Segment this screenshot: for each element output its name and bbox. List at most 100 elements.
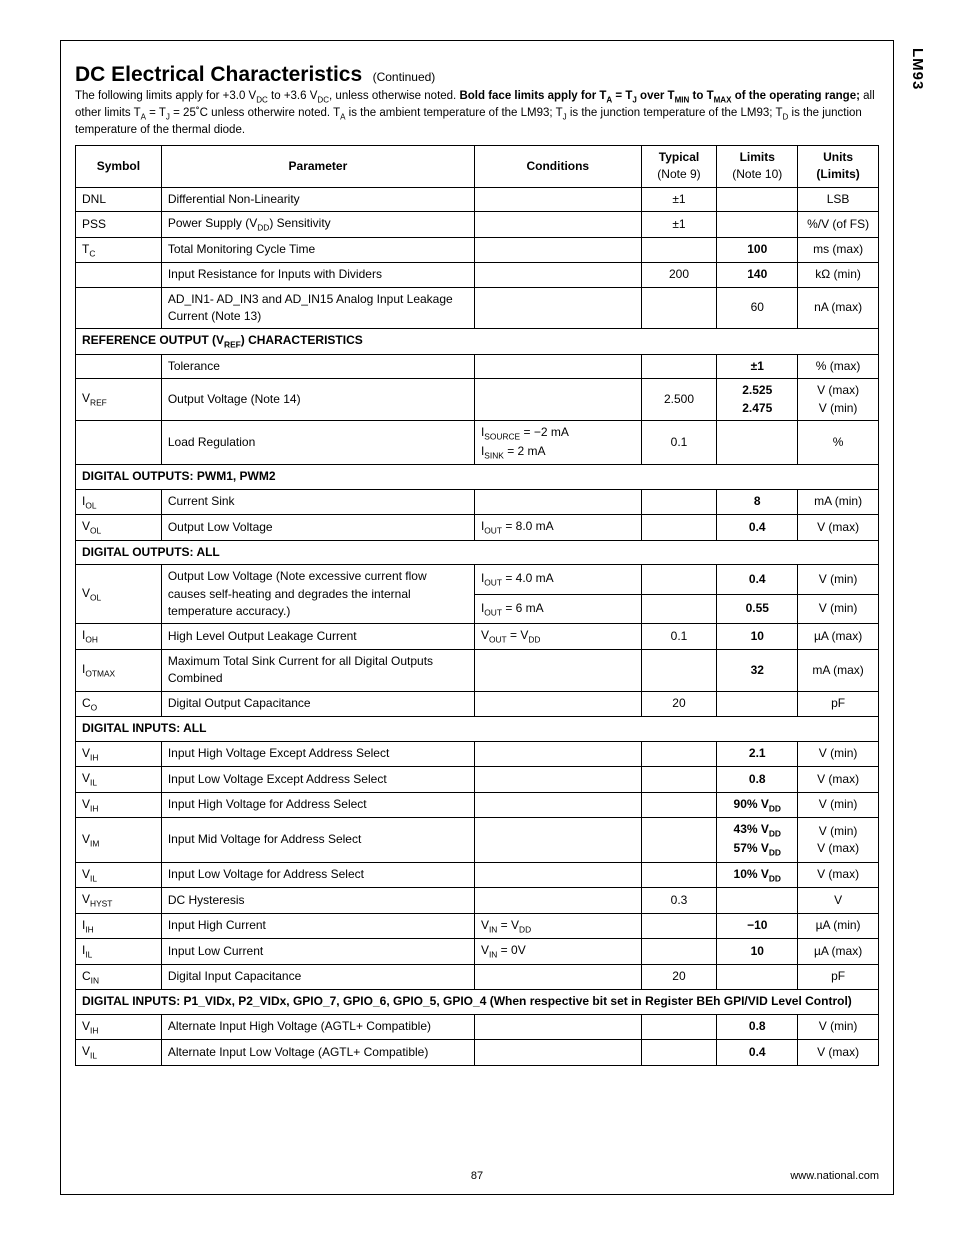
cell-typical: 0.3	[641, 888, 717, 914]
side-label: LM93	[909, 48, 926, 90]
cell-typical: 2.500	[641, 379, 717, 421]
cell-conditions: IOUT = 6 mA	[474, 594, 641, 624]
cell-symbol: VIM	[76, 818, 162, 862]
cell-parameter: Digital Input Capacitance	[161, 964, 474, 990]
table-row: REFERENCE OUTPUT (VREF) CHARACTERISTICS	[76, 329, 879, 355]
cell-typical	[641, 913, 717, 939]
cell-typical: ±1	[641, 212, 717, 238]
cell-conditions	[474, 792, 641, 818]
cell-units: % (max)	[798, 354, 879, 378]
cell-symbol: TC	[76, 237, 162, 263]
cell-parameter: Input Mid Voltage for Address Select	[161, 818, 474, 862]
cell-symbol: IIL	[76, 939, 162, 965]
table-row: IILInput Low CurrentVIN = 0V10µA (max)	[76, 939, 879, 965]
table-row: IOHHigh Level Output Leakage CurrentVOUT…	[76, 624, 879, 650]
cell-conditions	[474, 649, 641, 691]
header-parameter: Parameter	[161, 145, 474, 187]
cell-parameter: Input Low Voltage Except Address Select	[161, 767, 474, 793]
header-units: Units (Limits)	[798, 145, 879, 187]
cell-conditions	[474, 888, 641, 914]
cell-conditions	[474, 862, 641, 888]
cell-units: LSB	[798, 187, 879, 211]
cell-symbol: IOTMAX	[76, 649, 162, 691]
table-row: AD_IN1- AD_IN3 and AD_IN15 Analog Input …	[76, 287, 879, 329]
cell-units: kΩ (min)	[798, 263, 879, 287]
cell-symbol: VOL	[76, 565, 162, 624]
cell-conditions	[474, 354, 641, 378]
cell-units: V (min)	[798, 594, 879, 624]
cell-parameter: Alternate Input Low Voltage (AGTL+ Compa…	[161, 1040, 474, 1066]
cell-typical	[641, 792, 717, 818]
cell-units: V (min)	[798, 741, 879, 767]
table-row: Load RegulationISOURCE = −2 mAISINK = 2 …	[76, 421, 879, 465]
cell-units: %/V (of FS)	[798, 212, 879, 238]
table-row: VILAlternate Input Low Voltage (AGTL+ Co…	[76, 1040, 879, 1066]
cell-limits: 0.8	[717, 767, 798, 793]
cell-conditions: VIN = VDD	[474, 913, 641, 939]
table-row: VREFOutput Voltage (Note 14)2.5002.5252.…	[76, 379, 879, 421]
cell-conditions	[474, 212, 641, 238]
cell-parameter: Maximum Total Sink Current for all Digit…	[161, 649, 474, 691]
cell-units: V (min)	[798, 1014, 879, 1040]
cell-limits: 140	[717, 263, 798, 287]
cell-typical	[641, 741, 717, 767]
cell-units: pF	[798, 964, 879, 990]
table-row: IOLCurrent Sink8mA (min)	[76, 489, 879, 515]
cell-typical	[641, 1014, 717, 1040]
table-row: VILInput Low Voltage Except Address Sele…	[76, 767, 879, 793]
cell-conditions	[474, 1014, 641, 1040]
cell-symbol: IOH	[76, 624, 162, 650]
cell-symbol	[76, 421, 162, 465]
cell-typical: 20	[641, 964, 717, 990]
cell-units: pF	[798, 691, 879, 717]
cell-conditions	[474, 237, 641, 263]
table-row: TCTotal Monitoring Cycle Time100ms (max)	[76, 237, 879, 263]
cell-symbol: IOL	[76, 489, 162, 515]
cell-parameter: High Level Output Leakage Current	[161, 624, 474, 650]
cell-limits: 90% VDD	[717, 792, 798, 818]
table-row: IOTMAXMaximum Total Sink Current for all…	[76, 649, 879, 691]
cell-typical	[641, 1040, 717, 1066]
footer-url: www.national.com	[790, 1170, 879, 1182]
cell-parameter: Power Supply (VDD) Sensitivity	[161, 212, 474, 238]
cell-parameter: Input High Current	[161, 913, 474, 939]
table-row: CINDigital Input Capacitance20pF	[76, 964, 879, 990]
cell-typical	[641, 649, 717, 691]
cell-units: V (max)	[798, 862, 879, 888]
table-row: VHYSTDC Hysteresis0.3V	[76, 888, 879, 914]
cell-limits: 10	[717, 624, 798, 650]
table-row: DIGITAL OUTPUTS: ALL	[76, 540, 879, 564]
table-row: Input Resistance for Inputs with Divider…	[76, 263, 879, 287]
cell-units: V (max)	[798, 767, 879, 793]
title-continued: (Continued)	[373, 70, 436, 84]
table-row: Tolerance±1% (max)	[76, 354, 879, 378]
table-row: DIGITAL INPUTS: P1_VIDx, P2_VIDx, GPIO_7…	[76, 990, 879, 1014]
cell-symbol: DNL	[76, 187, 162, 211]
cell-parameter: Total Monitoring Cycle Time	[161, 237, 474, 263]
cell-parameter: Input High Voltage for Address Select	[161, 792, 474, 818]
cell-conditions: ISOURCE = −2 mAISINK = 2 mA	[474, 421, 641, 465]
cell-typical: ±1	[641, 187, 717, 211]
cell-limits: 10	[717, 939, 798, 965]
cell-conditions	[474, 379, 641, 421]
cell-symbol	[76, 354, 162, 378]
section-header: DIGITAL INPUTS: P1_VIDx, P2_VIDx, GPIO_7…	[76, 990, 879, 1014]
cell-conditions	[474, 489, 641, 515]
section-header: DIGITAL OUTPUTS: ALL	[76, 540, 879, 564]
cell-symbol: VIL	[76, 1040, 162, 1066]
cell-limits	[717, 888, 798, 914]
header-conditions: Conditions	[474, 145, 641, 187]
table-row: VILInput Low Voltage for Address Select1…	[76, 862, 879, 888]
cell-conditions: IOUT = 4.0 mA	[474, 565, 641, 595]
cell-conditions	[474, 263, 641, 287]
cell-symbol: VREF	[76, 379, 162, 421]
cell-units: V (max)V (min)	[798, 379, 879, 421]
cell-units: nA (max)	[798, 287, 879, 329]
cell-symbol	[76, 263, 162, 287]
cell-limits: 0.8	[717, 1014, 798, 1040]
cell-symbol: VIH	[76, 792, 162, 818]
intro-text: The following limits apply for +3.0 VDC …	[75, 89, 879, 139]
cell-limits: 2.5252.475	[717, 379, 798, 421]
cell-parameter: Tolerance	[161, 354, 474, 378]
cell-limits: 32	[717, 649, 798, 691]
